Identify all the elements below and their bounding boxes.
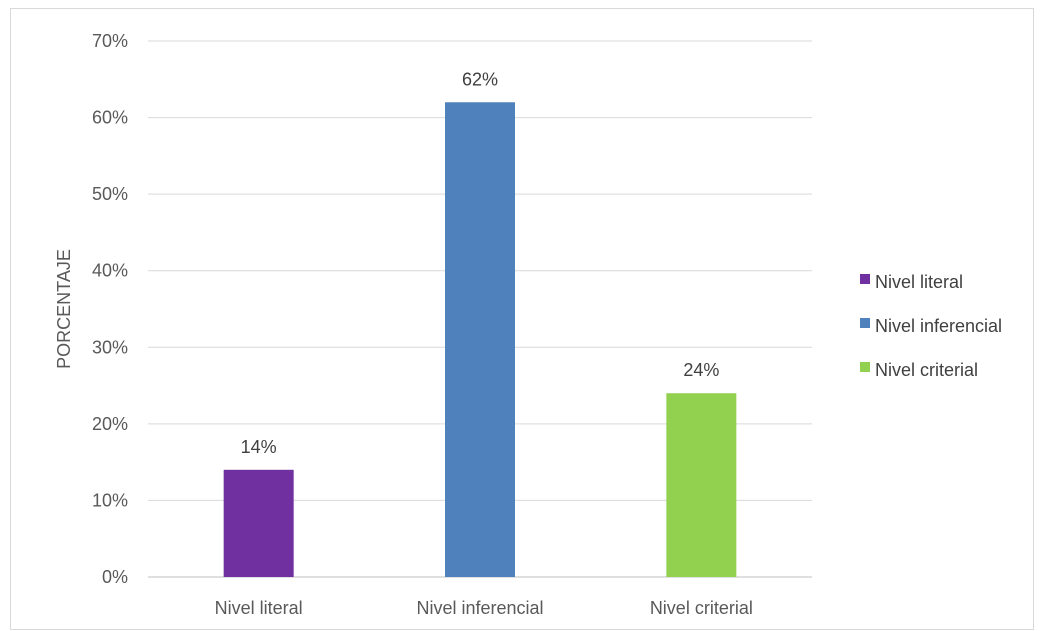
data-labels: 14% 62% 24%	[241, 69, 720, 457]
x-tick-label: Nivel literal	[215, 598, 303, 618]
x-axis-tick-labels: Nivel literal Nivel inferencial Nivel crit…	[215, 598, 753, 618]
bars	[223, 102, 737, 577]
legend: Nivel literal Nivel inferencial Nivel crit…	[860, 272, 1002, 380]
legend-label: Nivel criterial	[875, 360, 978, 380]
data-label: 24%	[683, 360, 719, 380]
legend-swatch	[860, 274, 870, 284]
y-tick-label: 10%	[92, 490, 128, 510]
legend-swatch	[860, 318, 870, 328]
y-axis-tick-labels: 0% 10% 20% 30% 40% 50% 60% 70%	[92, 31, 128, 587]
x-tick-label: Nivel criterial	[650, 598, 753, 618]
legend-swatch	[860, 362, 870, 372]
x-tick-label: Nivel inferencial	[416, 598, 543, 618]
legend-label: Nivel inferencial	[875, 316, 1002, 336]
y-tick-label: 60%	[92, 108, 128, 128]
y-axis-title: PORCENTAJE	[54, 249, 74, 369]
bar	[666, 393, 737, 577]
bar	[223, 469, 294, 577]
y-tick-label: 30%	[92, 337, 128, 357]
legend-label: Nivel literal	[875, 272, 963, 292]
y-tick-label: 20%	[92, 414, 128, 434]
data-label: 62%	[462, 69, 498, 89]
y-tick-label: 40%	[92, 261, 128, 281]
data-label: 14%	[241, 437, 277, 457]
bar	[445, 102, 515, 577]
y-tick-label: 50%	[92, 184, 128, 204]
y-tick-label: 0%	[102, 567, 128, 587]
y-tick-label: 70%	[92, 31, 128, 51]
